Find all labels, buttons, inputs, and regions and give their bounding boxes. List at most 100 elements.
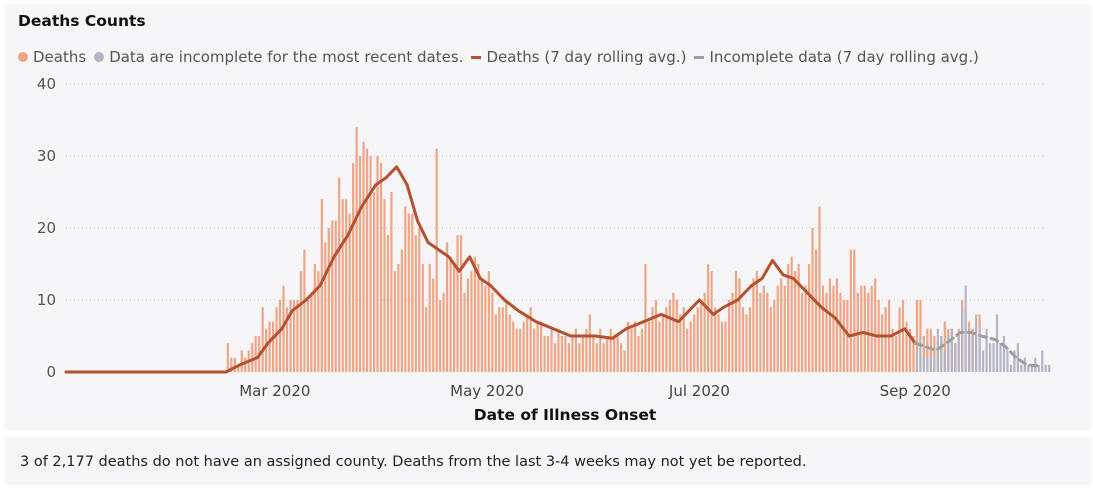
bar (522, 321, 525, 372)
incomplete-rolling-avg-line (913, 330, 1042, 368)
bar (459, 235, 463, 372)
bar (449, 256, 452, 372)
bar (915, 350, 919, 372)
bar (807, 264, 811, 372)
note-card: 3 of 2,177 deaths do not have an assigne… (4, 437, 1092, 485)
bar (682, 307, 685, 372)
bar (331, 220, 334, 372)
bar (237, 364, 240, 372)
y-tick-label: 20 (37, 219, 56, 237)
bar (794, 271, 797, 372)
bar (540, 321, 543, 372)
bar (1009, 364, 1013, 372)
bar (470, 271, 473, 372)
bar (265, 328, 268, 372)
bar (919, 336, 922, 372)
bar (526, 314, 529, 372)
bar (755, 271, 758, 372)
legend-item-rolling-avg[interactable]: Deaths (7 day rolling avg.) (471, 48, 686, 66)
bar (369, 156, 372, 372)
legend-label-incomplete-avg: Incomplete data (7 day rolling avg.) (709, 48, 979, 66)
bar (609, 328, 612, 372)
legend-label-incomplete: Data are incomplete for the most recent … (109, 48, 464, 66)
legend-item-incomplete[interactable]: Data are incomplete for the most recent … (94, 48, 463, 66)
bar (961, 307, 964, 372)
bar (505, 300, 508, 372)
bar (275, 307, 278, 372)
bar (404, 206, 407, 372)
bar (821, 285, 825, 372)
bar (299, 271, 303, 372)
bar (968, 328, 971, 372)
bar (884, 307, 887, 372)
x-tick-label: Sep 2020 (880, 382, 951, 400)
bar (689, 321, 692, 372)
bar (668, 300, 671, 372)
bar (383, 199, 386, 372)
bar (355, 127, 358, 372)
bar (386, 235, 390, 372)
bar (620, 343, 623, 372)
bar (536, 321, 539, 372)
bar (581, 336, 584, 372)
bar (647, 321, 651, 372)
bar (487, 271, 490, 372)
bar (272, 321, 275, 372)
bar (693, 314, 696, 372)
bar (226, 343, 229, 372)
bar (828, 278, 832, 372)
bar (414, 235, 417, 372)
bar (658, 321, 661, 372)
bar (734, 271, 738, 372)
bar (428, 264, 431, 372)
legend-item-incomplete-avg[interactable]: Incomplete data (7 day rolling avg.) (694, 48, 979, 66)
bar (567, 343, 570, 372)
bar (352, 163, 355, 372)
bar (933, 357, 936, 372)
bar (1016, 343, 1019, 372)
bar (644, 264, 647, 372)
bar (926, 328, 929, 372)
bar (512, 321, 515, 372)
bar (456, 235, 459, 372)
bar (546, 336, 550, 372)
bar (320, 199, 323, 372)
bar (317, 271, 320, 372)
bar (341, 199, 344, 372)
bar (553, 343, 557, 372)
bar (616, 336, 619, 372)
bar (947, 336, 950, 372)
bar (292, 300, 296, 372)
bar (1048, 364, 1051, 372)
bar (1006, 350, 1009, 372)
bar (773, 300, 776, 372)
bar (592, 336, 595, 372)
bar (915, 300, 919, 372)
bar (780, 278, 783, 372)
bar (762, 285, 765, 372)
bar (870, 285, 873, 372)
bar (766, 292, 769, 372)
bar (787, 264, 790, 372)
bar (835, 278, 838, 372)
bar (752, 278, 755, 372)
bar (992, 343, 995, 372)
legend-item-deaths[interactable]: Deaths (18, 48, 86, 66)
bar (665, 307, 668, 372)
bar (679, 314, 682, 372)
bar (529, 307, 532, 372)
bar (623, 350, 626, 372)
bar (731, 292, 734, 372)
bar (933, 336, 936, 372)
bar (898, 307, 901, 372)
bar (985, 328, 988, 372)
bar (606, 336, 609, 372)
bar (411, 213, 414, 372)
bar (501, 307, 504, 372)
bar (564, 336, 567, 372)
bar (849, 249, 852, 372)
bar (1020, 364, 1023, 372)
bar (853, 249, 856, 372)
bar (578, 343, 581, 372)
bar (863, 285, 866, 372)
